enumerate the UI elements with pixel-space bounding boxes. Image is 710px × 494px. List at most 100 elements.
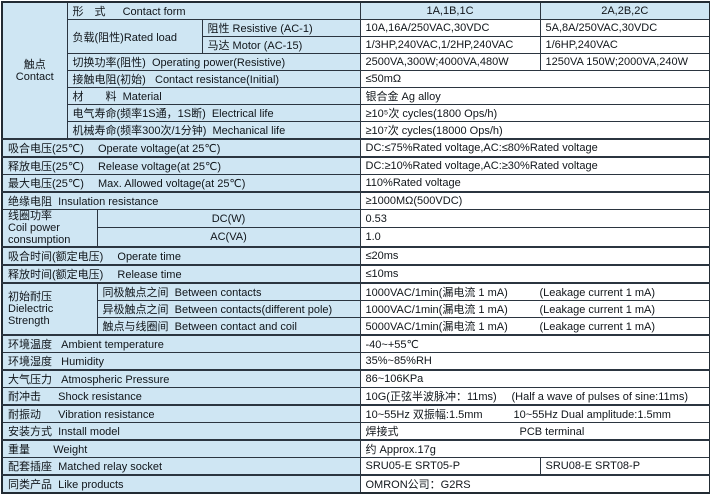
between-contacts-value-part: 1000VAC/1min(漏电流 1 mA) <box>365 287 508 299</box>
install-model-value-part: 焊接式 <box>365 426 399 438</box>
coil-power-dc-value: 0.53 <box>359 208 710 229</box>
atmospheric-pressure-value: 86~106KPa <box>359 369 710 388</box>
vibration-resistance-value: 10~55Hz 双振幅:1.5mm 10~55Hz Dual amplitude:… <box>359 404 710 423</box>
table-row: 电气寿命(频率1S通，1S断) Electrical life ≥10⁵次 cyc… <box>2 104 710 122</box>
shock-resistance-label: 耐冲击 Shock resistance <box>1 387 361 406</box>
table-row: 同类产品 Like products OMRON公司：G2RS <box>1 474 710 494</box>
table-row: 环境温度 Ambient temperature -40~+55℃ <box>1 334 710 353</box>
between-contacts-different-pole-value-part: 1000VAC/1min(漏电流 1 mA) <box>365 304 508 316</box>
install-model-value: 焊接式 PCB terminal <box>359 422 710 441</box>
table-row: 配套插座 Matched relay socket SRU05-E SRT05-P… <box>1 457 710 476</box>
atmospheric-pressure-label: 大气压力 Atmospheric Pressure <box>1 369 361 388</box>
table-row: 机械寿命(频率300次/1分钟) Mechanical life ≥10⁷次 cy… <box>2 121 710 140</box>
between-contact-and-coil-label: 触点与线圈间 Between contact and coil <box>96 317 361 336</box>
motor-load-2pole: 1/6HP,240VAC <box>539 36 710 54</box>
ambient-temperature-value: -40~+55℃ <box>359 334 710 353</box>
between-contact-and-coil-value: 5000VAC/1min(漏电流 1 mA) (Leakage current 1… <box>359 317 710 336</box>
rated-load-label: 负载(阻性)Rated load <box>66 19 203 54</box>
coil-power-label: 线圈功率 Coil power consumption <box>1 209 98 248</box>
table-row: 绝缘电阻 Insulation resistance ≥1000MΩ(500VDC… <box>1 191 710 210</box>
like-products-value: OMRON公司：G2RS <box>359 474 710 494</box>
dielectric-strength-label-line: Strength <box>8 315 50 327</box>
coil-power-label-line: consumption <box>8 234 71 246</box>
vibration-resistance-label: 耐振动 Vibration resistance <box>1 404 361 423</box>
humidity-value: 35%~85%RH <box>359 352 710 371</box>
release-voltage-label: 释放电压(25℃) Release voltage(at 25℃) <box>1 156 361 175</box>
humidity-label: 环境湿度 Humidity <box>1 352 361 371</box>
dielectric-strength-label-line: 初始耐压 <box>8 291 52 303</box>
release-voltage-value: DC:≥10%Rated voltage,AC:≥30%Rated voltag… <box>359 156 710 175</box>
release-time-value: ≤10ms <box>359 264 710 284</box>
matched-relay-socket-label: 配套插座 Matched relay socket <box>1 457 361 476</box>
contact-form-2pole: 2A,2B,2C <box>539 1 710 20</box>
between-contact-and-coil-value-part: 5000VAC/1min(漏电流 1 mA) <box>365 321 508 333</box>
contact-section-label-line: 触点 <box>23 58 46 71</box>
vibration-resistance-value-part: 10~55Hz Dual amplitude:1.5mm <box>513 409 671 421</box>
between-contacts-different-pole-value: 1000VAC/1min(漏电流 1 mA) (Leakage current 1… <box>359 300 710 318</box>
between-contact-and-coil-value-part: (Leakage current 1 mA) <box>539 321 656 333</box>
table-row: 吸合时间(额定电压) Operate time ≤20ms <box>1 246 710 266</box>
motor-load-label: 马达 Motor (AC-15) <box>201 36 361 54</box>
electrical-life-value: ≥10⁵次 cycles(1800 Ops/h) <box>359 104 710 122</box>
coil-power-label-line: 线圈功率 <box>8 210 52 222</box>
resistive-load-2pole: 5A,8A/250VAC,30VDC <box>539 19 710 37</box>
operating-power-2pole: 1250VA 150W;2000VA,240W <box>539 53 710 71</box>
contact-section-label: 触点 Contact <box>1 1 68 140</box>
table-row: 吸合电压(25℃) Operate voltage(at 25℃) DC:≤75%… <box>1 138 710 158</box>
weight-label: 重量 Weight <box>1 439 361 458</box>
table-row: 马达 Motor (AC-15) 1/3HP,240VAC,1/2HP,240VA… <box>2 36 710 54</box>
weight-value: 约 Approx.17g <box>359 439 710 458</box>
between-contacts-different-pole-label: 异极触点之间 Between contacts(different pole) <box>96 300 361 318</box>
motor-load-1pole: 1/3HP,240VAC,1/2HP,240VAC <box>359 36 541 54</box>
insulation-resistance-label: 绝缘电阻 Insulation resistance <box>1 191 361 210</box>
electrical-life-label: 电气寿命(频率1S通，1S断) Electrical life <box>66 104 361 122</box>
dielectric-strength-label: 初始耐压 Dielectric Strength <box>1 282 98 336</box>
table-row: 切换功率(阻性) Operating power(Resistive) 2500V… <box>2 53 710 71</box>
shock-resistance-value-part: 10G(正弦半波脉冲：11ms) <box>365 391 497 403</box>
contact-resistance-value: ≤50mΩ <box>359 70 710 88</box>
resistive-load-1pole: 10A,16A/250VAC,30VDC <box>359 19 541 37</box>
contact-section-label-line: Contact <box>15 70 54 83</box>
matched-relay-socket-2pole: SRU08-E SRT08-P <box>539 457 710 476</box>
table-row: 耐冲击 Shock resistance 10G(正弦半波脉冲：11ms) (Hal… <box>1 387 710 406</box>
install-model-value-part: PCB terminal <box>519 426 585 438</box>
mechanical-life-value: ≥10⁷次 cycles(18000 Ops/h) <box>359 121 710 140</box>
shock-resistance-value-part: (Half a wave of pulses of sine:11ms) <box>511 391 688 403</box>
resistive-load-label: 阻性 Resistive (AC-1) <box>201 19 361 37</box>
table-row: 安装方式 Install model 焊接式 PCB terminal <box>1 422 710 441</box>
max-voltage-label: 最大电压(25℃) Max. Allowed voltage(at 25℃) <box>1 174 361 193</box>
material-value: 银合金 Ag alloy <box>359 87 710 105</box>
operating-power-1pole: 2500VA,300W;4000VA,480W <box>359 53 541 71</box>
table-row: AC(VA) 1.0 <box>2 227 710 249</box>
dielectric-strength-label-line: Dielectric <box>8 303 54 315</box>
table-row: 触点 Contact 形 式 Contact form 1A,1B,1C 2A,2B,2… <box>1 1 710 140</box>
table-row: 异极触点之间 Between contacts(different pole) 1… <box>2 300 710 318</box>
operate-voltage-label: 吸合电压(25℃) Operate voltage(at 25℃) <box>1 138 361 158</box>
table-row: 耐振动 Vibration resistance 10~55Hz 双振幅:1.5m… <box>1 404 710 423</box>
vibration-resistance-value-part: 10~55Hz 双振幅:1.5mm <box>365 409 483 421</box>
operate-time-label: 吸合时间(额定电压) Operate time <box>1 246 361 266</box>
install-model-label: 安装方式 Install model <box>1 422 361 441</box>
table-row: 大气压力 Atmospheric Pressure 86~106KPa <box>1 369 710 388</box>
table-row: 接触电阻(初始) Contact resistance(Initial) ≤50m… <box>2 70 710 88</box>
coil-power-ac-value: 1.0 <box>359 227 710 249</box>
between-contacts-different-pole-value-part: (Leakage current 1 mA) <box>539 304 656 316</box>
table-row: 材 料 Material 银合金 Ag alloy <box>2 87 710 105</box>
table-row: 重量 Weight 约 Approx.17g <box>1 439 710 458</box>
coil-power-label-line: Coil power <box>8 222 60 234</box>
table-row: 释放时间(额定电压) Release time ≤10ms <box>1 264 710 284</box>
operate-voltage-value: DC:≤75%Rated voltage,AC:≤80%Rated voltag… <box>359 138 710 158</box>
contact-form-label: 形 式 Contact form <box>66 1 361 20</box>
coil-power-dc-label: DC(W) <box>96 208 361 229</box>
table-row: 线圈功率 Coil power consumption DC(W) 0.53 <box>1 208 710 248</box>
matched-relay-socket-1pole: SRU05-E SRT05-P <box>359 457 541 476</box>
ambient-temperature-label: 环境温度 Ambient temperature <box>1 334 361 353</box>
between-contacts-value-part: (Leakage current 1 mA) <box>539 287 656 299</box>
shock-resistance-value: 10G(正弦半波脉冲：11ms) (Half a wave of pulses o… <box>359 387 710 406</box>
table-row: 环境湿度 Humidity 35%~85%RH <box>1 352 710 371</box>
release-time-label: 释放时间(额定电压) Release time <box>1 264 361 284</box>
operate-time-value: ≤20ms <box>359 246 710 266</box>
